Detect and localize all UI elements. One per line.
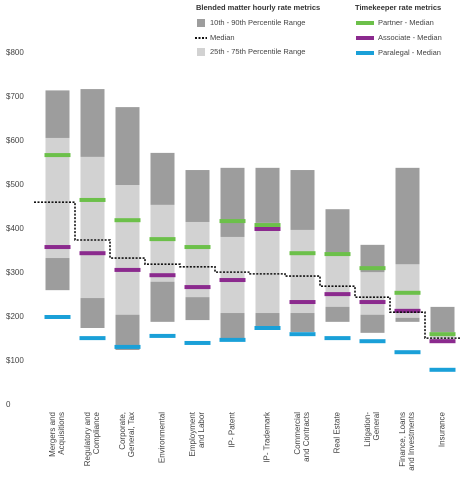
- median-marker: [394, 308, 421, 313]
- y-tick-label: $800: [6, 48, 24, 57]
- range-bar: [115, 185, 140, 315]
- x-tick-label: Corporate,: [118, 412, 127, 450]
- legend-label: Partner - Median: [378, 18, 434, 27]
- legend-label: 25th - 75th Percentile Range: [210, 47, 305, 56]
- y-tick-label: $200: [6, 312, 24, 321]
- legend-label: Median: [210, 33, 235, 42]
- x-tick-label: General, Tax: [127, 412, 136, 457]
- legend-swatch: [197, 19, 205, 27]
- median-marker: [429, 367, 456, 372]
- median-marker: [114, 344, 141, 349]
- legend-label: 10th - 90th Percentile Range: [210, 18, 305, 27]
- legend-swatch: [356, 21, 374, 25]
- y-tick-label: $700: [6, 92, 24, 101]
- x-tick-label: and Contracts: [302, 412, 311, 462]
- x-tick-label: Insurance: [438, 411, 447, 447]
- median-marker: [184, 285, 211, 290]
- median-marker: [359, 300, 386, 305]
- legend-label: Paralegal - Median: [378, 48, 441, 57]
- legend-swatch: [356, 51, 374, 55]
- median-marker: [184, 245, 211, 250]
- median-marker: [324, 292, 351, 297]
- range-bar: [185, 221, 210, 298]
- range-bar: [220, 236, 245, 314]
- median-marker: [114, 218, 141, 223]
- legend-title: Blended matter hourly rate metrics: [196, 3, 320, 12]
- y-tick-label: $400: [6, 224, 24, 233]
- y-tick-label: $500: [6, 180, 24, 189]
- x-tick-label: Environmental: [158, 412, 167, 463]
- median-marker: [184, 340, 211, 345]
- median-marker: [289, 332, 316, 337]
- x-tick-label: and Labor: [197, 412, 206, 448]
- median-marker: [219, 219, 246, 224]
- median-marker: [79, 336, 106, 341]
- range-bar: [255, 222, 280, 314]
- median-marker: [289, 300, 316, 305]
- median-marker: [254, 326, 281, 330]
- y-tick-label: $600: [6, 136, 24, 145]
- range-bar: [290, 229, 315, 314]
- x-tick-label: Mergers and: [48, 412, 57, 457]
- x-tick-label: Compliance: [92, 411, 101, 454]
- x-tick-label: IP- Trademark: [263, 411, 272, 463]
- legend-swatch: [197, 48, 205, 56]
- median-marker: [114, 267, 141, 272]
- legend-swatch: [356, 36, 374, 40]
- median-marker: [429, 339, 456, 344]
- range-bar: [360, 272, 385, 315]
- median-marker: [44, 245, 71, 250]
- y-tick-label: $300: [6, 268, 24, 277]
- x-tick-label: and Investments: [407, 412, 416, 471]
- range-bar: [325, 254, 350, 307]
- legend-title: Timekeeper rate metrics: [355, 3, 441, 12]
- median-marker: [359, 339, 386, 344]
- x-tick-label: Litigation-: [363, 412, 372, 447]
- median-marker: [394, 290, 421, 295]
- x-tick-label: Acquisitions: [57, 412, 66, 455]
- range-bar: [150, 204, 175, 282]
- x-tick-label: Regulatory and: [83, 412, 92, 466]
- x-tick-label: IP- Patent: [228, 411, 237, 447]
- median-marker: [44, 315, 71, 319]
- x-tick-label: Finance, Loans: [398, 412, 407, 467]
- median-marker: [324, 252, 351, 257]
- median-marker: [254, 227, 281, 231]
- x-tick-label: Real Estate: [333, 411, 342, 453]
- median-marker: [324, 336, 351, 341]
- median-marker: [44, 153, 71, 158]
- median-marker: [149, 237, 176, 242]
- range-bar: [45, 137, 70, 259]
- y-tick-label: $100: [6, 356, 24, 365]
- median-marker: [79, 251, 106, 256]
- range-bar: [80, 156, 105, 299]
- median-marker: [429, 332, 456, 337]
- median-marker: [254, 223, 281, 228]
- legend-label: Associate - Median: [378, 33, 442, 42]
- median-marker: [219, 337, 246, 342]
- x-tick-label: Commercial: [293, 412, 302, 455]
- median-marker: [289, 251, 316, 256]
- median-marker: [359, 266, 386, 271]
- x-tick-label: Employment: [188, 411, 197, 456]
- median-marker: [79, 197, 106, 202]
- median-marker: [394, 350, 421, 355]
- median-marker: [219, 278, 246, 283]
- median-marker: [149, 333, 176, 338]
- median-marker: [149, 273, 176, 278]
- x-tick-label: General: [372, 412, 381, 441]
- y-tick-label: 0: [6, 400, 11, 409]
